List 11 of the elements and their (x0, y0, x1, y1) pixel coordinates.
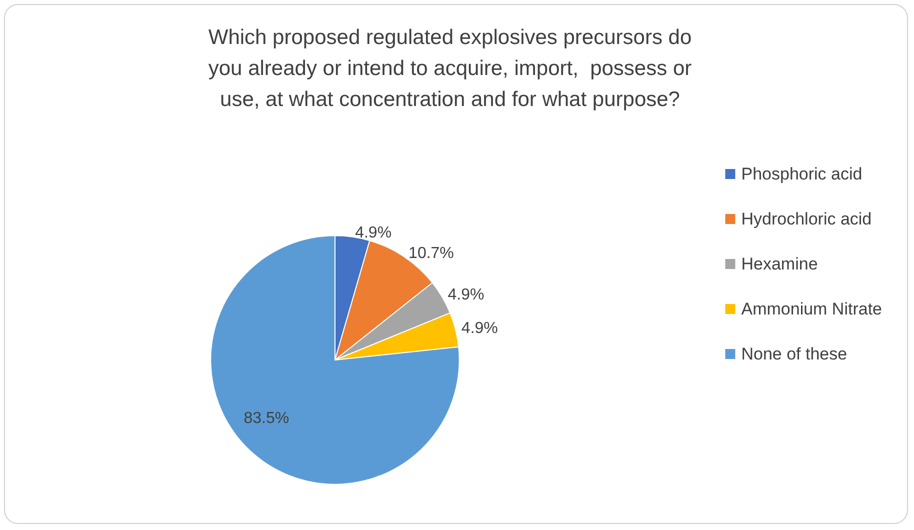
data-label: 4.9% (448, 286, 484, 304)
data-label: 4.9% (461, 320, 498, 338)
data-label: 10.7% (408, 244, 454, 262)
legend-label: Hydrochloric acid (741, 210, 872, 228)
data-label: 4.9% (355, 224, 392, 242)
legend-label: Ammonium Nitrate (741, 300, 882, 318)
data-label: 83.5% (244, 410, 290, 427)
legend-label: None of these (741, 344, 848, 364)
legend-label: Phosphoric acid (741, 164, 862, 184)
legend-label: Hexamine (741, 254, 818, 274)
chart-title: Which proposed regulated explosives precursors do you already or intend to acquire, import, possess or use, at what concentration and for what purpose? (208, 26, 692, 111)
